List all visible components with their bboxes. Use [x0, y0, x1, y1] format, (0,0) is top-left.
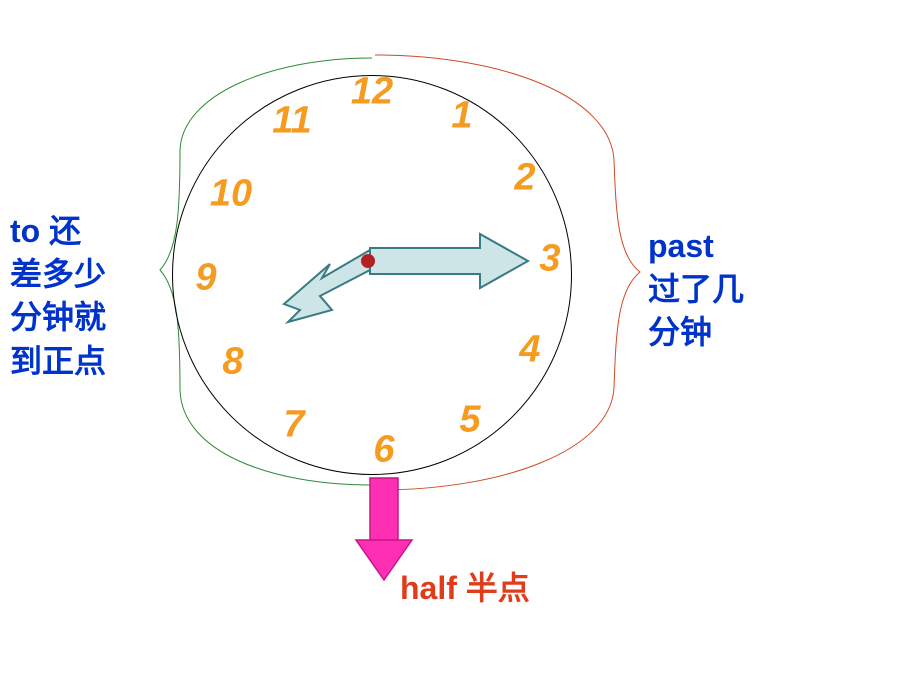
label-to: to 还 差多少 分钟就 到正点 — [10, 210, 106, 383]
num-5: 5 — [459, 399, 480, 442]
half-arrow — [356, 478, 412, 580]
label-to-line2: 差多少 — [10, 253, 106, 296]
label-past-line2: 过了几 — [648, 268, 744, 311]
num-7: 7 — [283, 404, 304, 447]
num-12: 12 — [351, 71, 393, 114]
num-10: 10 — [210, 173, 252, 216]
label-to-line3: 分钟就 — [10, 296, 106, 339]
label-half: half 半点 — [400, 567, 530, 610]
num-3: 3 — [539, 238, 560, 281]
label-to-line1: to 还 — [10, 210, 106, 253]
num-11: 11 — [272, 100, 311, 143]
num-1: 1 — [451, 95, 472, 138]
diagram-stage: 12 1 2 3 4 5 6 7 8 9 10 11 to 还 差多少 分钟就 … — [0, 0, 920, 690]
num-8: 8 — [222, 341, 243, 384]
num-6: 6 — [373, 429, 394, 472]
label-past: past 过了几 分钟 — [648, 225, 744, 355]
label-past-line3: 分钟 — [648, 311, 744, 354]
clock-center — [361, 254, 375, 268]
num-2: 2 — [514, 157, 535, 200]
label-to-line4: 到正点 — [10, 340, 106, 383]
label-past-line1: past — [648, 225, 744, 268]
clock-face — [172, 75, 572, 475]
num-9: 9 — [195, 257, 216, 300]
num-4: 4 — [519, 329, 540, 372]
